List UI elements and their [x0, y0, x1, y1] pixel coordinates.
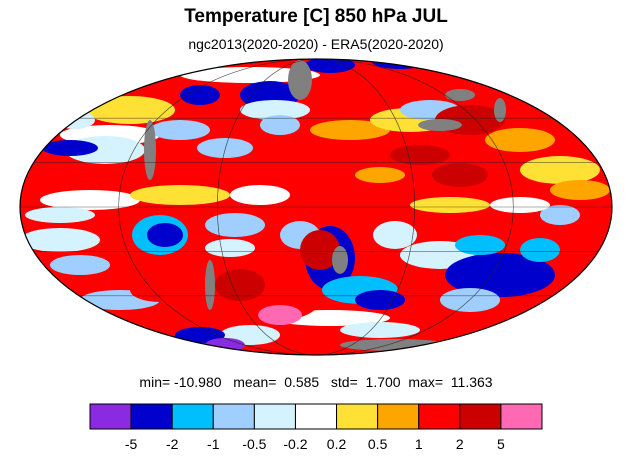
field-region	[197, 138, 253, 158]
field-region	[355, 290, 405, 310]
colorbar-bin	[212, 403, 255, 430]
colorbar-tick-label: 5	[497, 436, 505, 452]
field-region	[490, 197, 550, 213]
field-region	[260, 115, 300, 135]
missing-data-region	[144, 120, 156, 180]
stat-std-label: std=	[330, 374, 358, 390]
chart-subtitle: ngc2013(2020-2020) - ERA5(2020-2020)	[188, 36, 444, 52]
field-region	[40, 190, 140, 210]
map-outline	[19, 58, 613, 356]
colorbar-tick-label: -1	[207, 436, 220, 452]
field-region	[540, 205, 580, 225]
field-region	[205, 213, 265, 237]
field-region	[180, 85, 220, 105]
field-region	[550, 180, 610, 200]
missing-data-region	[418, 119, 462, 131]
field-region	[300, 230, 340, 270]
colorbar-bin	[130, 403, 173, 430]
field-region	[390, 145, 450, 165]
colorbar-bin	[89, 403, 132, 430]
colorbar-tick-label: -0.5	[242, 436, 266, 452]
stat-mean-value: 0.585	[284, 374, 320, 390]
field-region	[205, 239, 255, 257]
colorbar-tick-label: -0.2	[283, 436, 307, 452]
field-region	[520, 238, 560, 262]
colorbar-bin	[418, 403, 461, 430]
field-region	[432, 163, 488, 187]
field-region	[258, 305, 302, 325]
colorbar-tick-label: -5	[125, 436, 138, 452]
stats-line: min= -10.980 mean= 0.585 std= 1.700 max=…	[0, 374, 632, 390]
missing-data-region	[445, 89, 475, 101]
field-region	[175, 327, 225, 343]
stat-min-label: min=	[139, 374, 171, 390]
field-region	[445, 253, 555, 297]
colorbar-bin	[171, 403, 214, 430]
field-region	[130, 185, 230, 205]
missing-data-region	[288, 60, 312, 100]
field-region	[310, 120, 390, 140]
field-region	[340, 322, 420, 338]
stat-min-value: -10.980	[174, 374, 222, 390]
colorbar-bin	[500, 403, 543, 430]
stat-std-value: 1.700	[365, 374, 401, 390]
field-region	[355, 167, 405, 183]
field-region	[20, 228, 100, 252]
field-region	[50, 255, 110, 275]
field-region	[25, 207, 95, 223]
missing-data-region	[332, 246, 348, 274]
field-region	[42, 140, 98, 156]
field-region	[520, 156, 600, 184]
stat-mean-label: mean=	[233, 374, 277, 390]
colorbar-tick-label: 1	[415, 436, 423, 452]
colorbar-bin	[253, 403, 296, 430]
field-region	[85, 96, 175, 124]
colorbar-bin	[294, 403, 338, 430]
colorbar-tick-label: 0.2	[327, 436, 347, 452]
field-region	[410, 197, 490, 213]
field-region	[440, 288, 500, 312]
field-region	[215, 269, 265, 301]
field-region	[150, 120, 210, 140]
colorbar-tick-label: 2	[456, 436, 464, 452]
colorbar-bin	[336, 403, 379, 430]
field-region	[455, 235, 505, 255]
field-region	[147, 223, 183, 247]
stat-max-label: max=	[408, 374, 443, 390]
field-region	[240, 100, 310, 120]
stat-max-value: 11.363	[450, 374, 493, 390]
colorbar-tick-label: 0.5	[368, 436, 388, 452]
field-region	[230, 185, 290, 205]
field-region	[373, 221, 417, 249]
colorbar-tick-label: -2	[166, 436, 179, 452]
field-region	[305, 59, 355, 73]
missing-data-region	[494, 98, 506, 122]
colorbar-bin	[377, 403, 420, 430]
colorbar-bin	[459, 403, 502, 430]
missing-data-region	[205, 260, 215, 310]
chart-title: Temperature [C] 850 hPa JUL	[184, 6, 448, 27]
field-region	[485, 128, 555, 152]
field-region	[180, 67, 320, 83]
